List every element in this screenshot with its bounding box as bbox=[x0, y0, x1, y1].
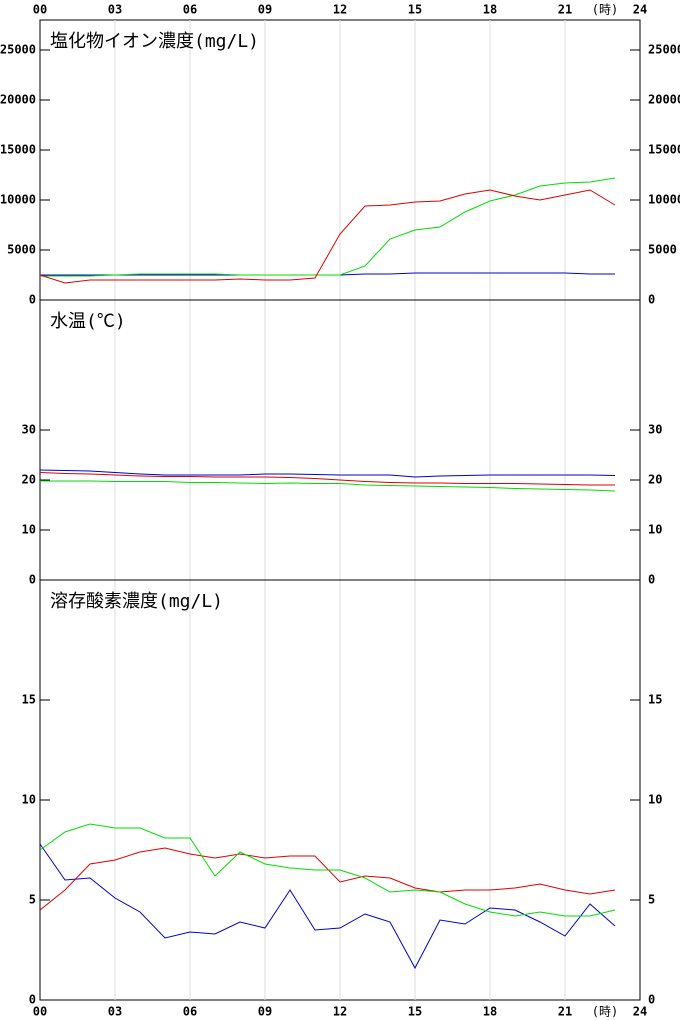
x-tick-label: 18 bbox=[483, 1005, 497, 1019]
y-tick-label: 5000 bbox=[648, 243, 677, 257]
data-line bbox=[39, 189, 616, 284]
y-tick-label: 25000 bbox=[0, 43, 36, 57]
x-unit: (時) bbox=[592, 3, 618, 17]
x-tick-label: 00 bbox=[33, 3, 47, 17]
x-unit: (時) bbox=[592, 1005, 618, 1019]
y-tick-label: 5 bbox=[648, 893, 655, 907]
data-line bbox=[39, 823, 616, 917]
y-tick-label: 15000 bbox=[0, 143, 36, 157]
x-tick-label: 15 bbox=[408, 1005, 422, 1019]
y-tick-label: 20000 bbox=[0, 93, 36, 107]
y-tick-label: 0 bbox=[648, 993, 655, 1007]
y-tick-label: 30 bbox=[648, 423, 662, 437]
x-tick-label: 24 bbox=[633, 1005, 647, 1019]
x-tick-label: 09 bbox=[258, 3, 272, 17]
y-tick-label: 20 bbox=[648, 473, 662, 487]
x-tick-label: 18 bbox=[483, 3, 497, 17]
data-line bbox=[40, 177, 616, 277]
data-line bbox=[39, 469, 616, 478]
x-tick-label: 24 bbox=[633, 3, 647, 17]
y-tick-label: 10000 bbox=[648, 193, 680, 207]
data-line bbox=[39, 847, 616, 911]
y-tick-label: 0 bbox=[648, 293, 655, 307]
chart-title: 塩化物イオン濃度(mg/L) bbox=[50, 31, 259, 52]
data-line bbox=[39, 843, 616, 970]
chart-title: 溶存酸素濃度(mg/L) bbox=[50, 591, 223, 612]
x-tick-label: 03 bbox=[108, 3, 122, 17]
x-tick-label: 00 bbox=[33, 1005, 47, 1019]
x-tick-label: 12 bbox=[333, 1005, 347, 1019]
y-tick-label: 5000 bbox=[7, 243, 36, 257]
y-tick-label: 15 bbox=[22, 693, 36, 707]
y-tick-label: 20000 bbox=[648, 93, 680, 107]
y-tick-label: 0 bbox=[648, 573, 655, 587]
y-tick-label: 20 bbox=[22, 473, 36, 487]
y-tick-label: 0 bbox=[29, 293, 36, 307]
y-tick-label: 30 bbox=[22, 423, 36, 437]
x-tick-label: 21 bbox=[558, 1005, 572, 1019]
x-tick-label: 12 bbox=[333, 3, 347, 17]
y-tick-label: 10 bbox=[648, 793, 662, 807]
x-tick-label: 21 bbox=[558, 3, 572, 17]
x-tick-label: 09 bbox=[258, 1005, 272, 1019]
x-tick-label: 06 bbox=[183, 3, 197, 17]
y-tick-label: 15 bbox=[648, 693, 662, 707]
x-tick-label: 06 bbox=[183, 1005, 197, 1019]
y-tick-label: 25000 bbox=[648, 43, 680, 57]
x-tick-label: 15 bbox=[408, 3, 422, 17]
y-tick-label: 5 bbox=[29, 893, 36, 907]
x-tick-label: 03 bbox=[108, 1005, 122, 1019]
y-tick-label: 15000 bbox=[648, 143, 680, 157]
y-tick-label: 10 bbox=[22, 523, 36, 537]
y-tick-label: 10 bbox=[22, 793, 36, 807]
y-tick-label: 10 bbox=[648, 523, 662, 537]
chart-title: 水温(℃) bbox=[50, 311, 126, 332]
data-line bbox=[40, 480, 616, 492]
y-tick-label: 10000 bbox=[0, 193, 36, 207]
y-tick-label: 0 bbox=[29, 993, 36, 1007]
data-line bbox=[39, 472, 615, 486]
y-tick-label: 0 bbox=[29, 573, 36, 587]
